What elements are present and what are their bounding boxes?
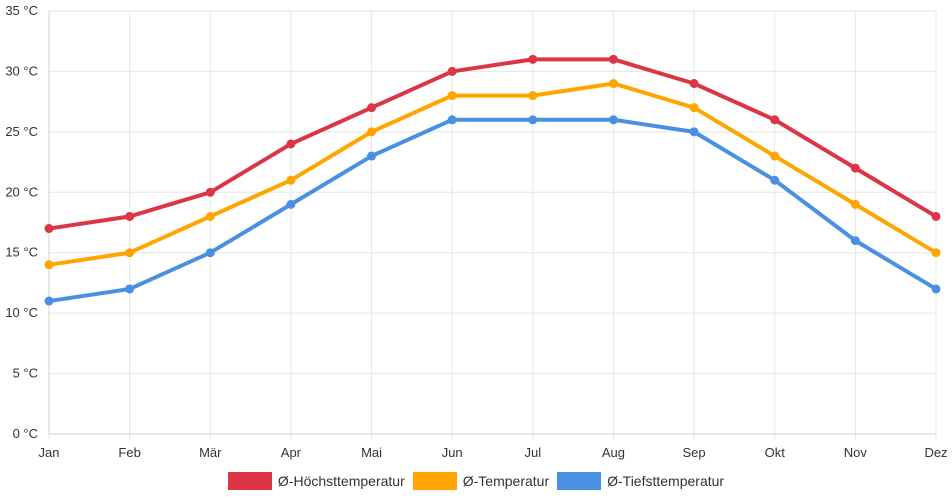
data-point-max[interactable] [205, 187, 215, 197]
series-line-min [47, 117, 938, 304]
series-line-avg [47, 81, 938, 267]
grid-layer [48, 10, 937, 440]
data-point-max[interactable] [44, 224, 54, 234]
legend-item-min[interactable]: Ø-Tiefsttemperatur [557, 472, 724, 490]
data-point-max[interactable] [447, 66, 457, 76]
y-tick-label: 0 °C [13, 426, 38, 441]
data-point-avg[interactable] [286, 175, 296, 185]
data-point-avg[interactable] [850, 199, 860, 209]
legend-label-avg: Ø-Temperatur [462, 473, 550, 489]
y-tick-label: 5 °C [13, 366, 38, 381]
data-point-min[interactable] [770, 175, 780, 185]
legend-label-min: Ø-Tiefsttemperatur [607, 473, 725, 489]
legend-swatch-max [227, 472, 272, 490]
data-point-min[interactable] [367, 151, 377, 161]
data-point-min[interactable] [689, 127, 699, 137]
y-tick-label: 20 °C [5, 184, 38, 199]
legend-swatch-avg [412, 472, 457, 490]
y-tick-label: 25 °C [5, 124, 38, 139]
x-tick-label: Apr [281, 445, 302, 460]
x-tick-label: Nov [844, 445, 868, 460]
data-point-avg[interactable] [770, 151, 780, 161]
data-point-avg[interactable] [367, 127, 377, 137]
data-point-max[interactable] [286, 139, 296, 149]
chart-legend: Ø-Höchsttemperatur Ø-Temperatur Ø-Tiefst… [0, 472, 952, 490]
data-point-min[interactable] [286, 199, 296, 209]
data-point-avg[interactable] [931, 248, 941, 258]
data-point-max[interactable] [367, 103, 377, 113]
x-tick-label: Dez [924, 445, 947, 460]
data-point-max[interactable] [528, 54, 538, 64]
legend-label-max: Ø-Höchsttemperatur [277, 473, 405, 489]
x-tick-label: Sep [683, 445, 706, 460]
data-point-min[interactable] [608, 115, 618, 125]
y-tick-label: 10 °C [5, 305, 38, 320]
data-point-min[interactable] [125, 284, 135, 294]
axis-layer: 0 °C 5 °C 10 °C 15 °C 20 °C 25 °C 30 °C 35 °C Ja… [5, 3, 947, 460]
data-point-avg[interactable] [44, 260, 54, 270]
data-point-max[interactable] [608, 54, 618, 64]
x-tick-label: Mär [199, 445, 222, 460]
data-point-max[interactable] [125, 211, 135, 221]
x-tick-label: Mai [361, 445, 382, 460]
data-point-avg[interactable] [528, 91, 538, 101]
legend-item-max[interactable]: Ø-Höchsttemperatur [227, 472, 405, 490]
data-point-avg[interactable] [125, 248, 135, 258]
data-point-min[interactable] [850, 236, 860, 246]
x-tick-label: Jun [442, 445, 463, 460]
data-point-max[interactable] [931, 211, 941, 221]
data-point-min[interactable] [447, 115, 457, 125]
data-point-max[interactable] [770, 115, 780, 125]
legend-swatch-min [557, 472, 602, 490]
x-tick-label: Jul [525, 445, 542, 460]
data-point-min[interactable] [44, 296, 54, 306]
y-tick-label: 35 °C [5, 3, 38, 18]
x-tick-label: Feb [118, 445, 140, 460]
data-point-min[interactable] [931, 284, 941, 294]
data-point-avg[interactable] [205, 211, 215, 221]
data-point-min[interactable] [205, 248, 215, 258]
data-point-min[interactable] [528, 115, 538, 125]
series-layer [44, 54, 941, 306]
data-point-max[interactable] [850, 163, 860, 173]
legend-item-avg[interactable]: Ø-Temperatur [412, 472, 550, 490]
x-tick-label: Aug [602, 445, 625, 460]
y-tick-label: 15 °C [5, 245, 38, 260]
y-tick-label: 30 °C [5, 63, 38, 78]
x-tick-label: Jan [39, 445, 60, 460]
data-point-avg[interactable] [447, 91, 457, 101]
line-chart-canvas: 0 °C 5 °C 10 °C 15 °C 20 °C 25 °C 30 °C 35 °C Ja… [5, 3, 947, 460]
data-point-avg[interactable] [608, 79, 618, 89]
data-point-max[interactable] [689, 79, 699, 89]
series-line-max [47, 57, 938, 231]
data-point-avg[interactable] [689, 103, 699, 113]
x-tick-label: Okt [765, 445, 786, 460]
